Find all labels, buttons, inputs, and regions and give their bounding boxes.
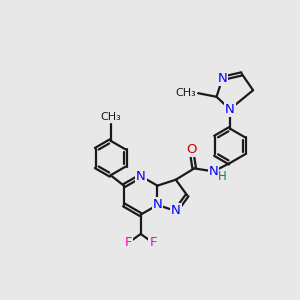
- Text: N: N: [225, 103, 235, 116]
- Text: CH₃: CH₃: [176, 88, 196, 98]
- Text: F: F: [149, 236, 157, 249]
- Text: N: N: [209, 165, 218, 178]
- Text: F: F: [124, 236, 132, 249]
- Text: CH₃: CH₃: [100, 112, 121, 122]
- Text: N: N: [136, 169, 146, 182]
- Text: N: N: [171, 205, 181, 218]
- Text: H: H: [218, 170, 227, 183]
- Text: O: O: [186, 142, 196, 156]
- Text: N: N: [153, 199, 162, 212]
- Text: N: N: [218, 72, 227, 85]
